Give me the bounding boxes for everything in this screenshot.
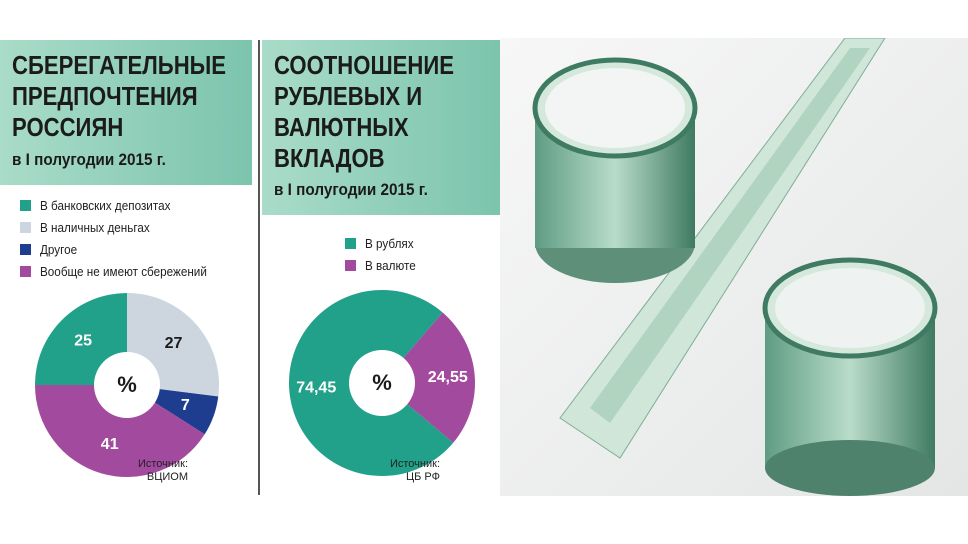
- center-hole: [349, 350, 415, 416]
- banknote-pattern: [590, 48, 870, 423]
- chart-subtitle: в I полугодии 2015 г.: [274, 180, 428, 199]
- source-note: Источник: ЦБ РФ: [389, 458, 440, 483]
- legend-swatch: [345, 238, 356, 249]
- legend-label: В валюте: [365, 258, 416, 273]
- header-band: СБЕРЕГАТЕЛЬНЫЕ ПРЕДПОЧТЕНИЯ РОССИЯН в I п…: [0, 40, 252, 185]
- center-label: %: [372, 370, 392, 395]
- pie-chart: % 74,45 24,55: [289, 290, 475, 476]
- legend-swatch: [345, 260, 356, 271]
- chart-title: СООТНОШЕНИЕ РУБЛЕВЫХ И ВАЛЮТНЫХ ВКЛАДОВ: [274, 50, 454, 173]
- roll-bottom: [765, 440, 935, 496]
- data-label: 74,45: [296, 380, 336, 397]
- legend-label: Вообще не имеют сбережений: [40, 264, 207, 279]
- header-band: СООТНОШЕНИЕ РУБЛЕВЫХ И ВАЛЮТНЫХ ВКЛАДОВ в…: [262, 40, 500, 215]
- pie-chart: % 25 27 7 41: [35, 293, 219, 477]
- data-label: 7: [181, 397, 190, 414]
- chart-subtitle: в I полугодии 2015 г.: [12, 150, 166, 169]
- data-label: 25: [74, 332, 92, 349]
- data-label: 27: [165, 335, 183, 352]
- legend-label: В банковских депозитах: [40, 198, 171, 213]
- legend-label: В рублях: [365, 236, 414, 251]
- legend-swatch: [20, 222, 31, 233]
- chart-title: СБЕРЕГАТЕЛЬНЫЕ ПРЕДПОЧТЕНИЯ РОССИЯН: [12, 50, 227, 142]
- roll-inside: [545, 68, 685, 148]
- center-label: %: [117, 372, 137, 397]
- legend-label: Другое: [40, 242, 78, 257]
- source-note: Источник: ВЦИОМ: [137, 458, 188, 483]
- legend-swatch: [20, 200, 31, 211]
- roll-inside: [775, 268, 925, 348]
- data-label: 24,55: [428, 369, 468, 386]
- legend-label: В наличных деньгах: [40, 220, 150, 235]
- center-hole: [94, 352, 160, 418]
- photo: [500, 38, 968, 496]
- pie-slice: [382, 312, 475, 443]
- legend-swatch: [20, 244, 31, 255]
- separator: [258, 40, 260, 495]
- pie-slice: [35, 385, 205, 477]
- legend-swatch: [20, 266, 31, 277]
- data-label: 41: [101, 436, 119, 453]
